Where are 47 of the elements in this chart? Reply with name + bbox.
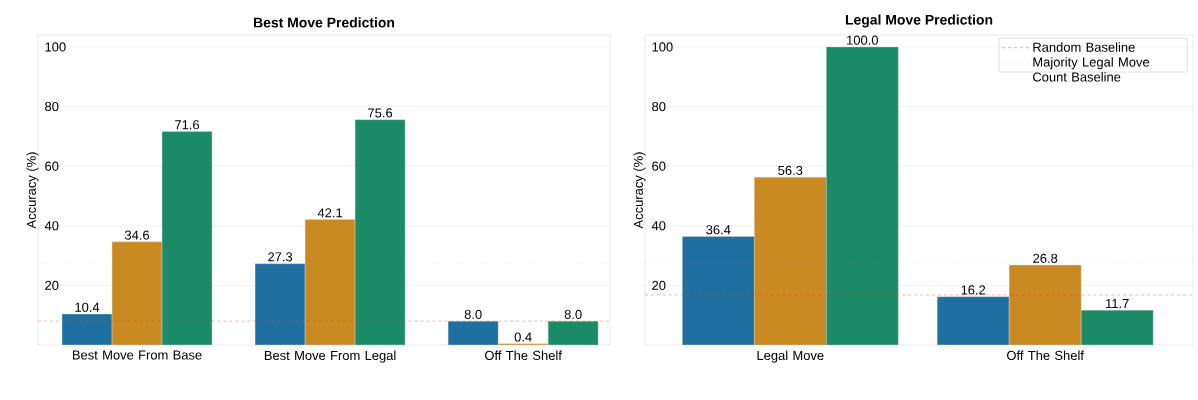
bar [1080, 309, 1154, 345]
y-tick-label: 60 [45, 161, 59, 171]
bar [254, 263, 306, 345]
data-label: 100.0 [847, 35, 878, 45]
y-tick-label: 20 [45, 280, 59, 290]
y-tick-label: 100 [45, 42, 66, 52]
y-tick-label: 80 [652, 101, 666, 112]
data-label: 10.4 [75, 302, 100, 312]
legend-label: Random Baseline [1033, 42, 1135, 52]
data-label: 36.4 [706, 225, 731, 235]
y-tick-label: 60 [652, 161, 666, 171]
x-tick-label: Best Move From Base [72, 350, 202, 360]
legend-label: Majority Legal Move Count Baseline [1033, 57, 1150, 82]
bar [304, 219, 356, 345]
y-tick-label: 100 [652, 42, 673, 52]
chart-title: Legal Move Prediction [845, 14, 993, 28]
data-label: 11.7 [1106, 299, 1129, 308]
data-label: 34.6 [124, 230, 150, 240]
chart-title: Best Move Prediction [254, 17, 395, 28]
data-label: 16.2 [961, 285, 986, 295]
x-tick-label: Best Move From Legal [264, 350, 396, 363]
bar [162, 131, 213, 345]
data-label: 8.0 [564, 309, 582, 319]
y-tick-label: 80 [45, 101, 59, 112]
x-tick-label: Legal Move [757, 350, 824, 363]
y-tick-label: 40 [651, 221, 666, 231]
data-label: 42.1 [317, 208, 343, 218]
y-axis-title: Accuracy (%) [633, 152, 646, 229]
y-tick-label: 40 [44, 221, 59, 231]
bar [1008, 264, 1082, 345]
bar [112, 241, 163, 345]
y-tick-label: 20 [652, 280, 666, 290]
data-label: 75.6 [368, 108, 393, 118]
data-label: 71.6 [175, 120, 200, 130]
bar [754, 176, 827, 345]
bar [826, 46, 899, 345]
data-label: 8.0 [464, 309, 482, 319]
data-label: 27.3 [268, 252, 293, 262]
data-label: 26.8 [1033, 253, 1058, 263]
y-axis-title: Accuracy (%) [26, 152, 39, 229]
bar [682, 236, 755, 345]
data-label: 56.3 [778, 165, 803, 175]
x-tick-label: Off The Shelf [484, 350, 562, 361]
data-label: 0.4 [514, 332, 532, 342]
x-tick-label: Off The Shelf [1007, 350, 1084, 361]
bar [354, 119, 406, 345]
bar [936, 296, 1010, 345]
